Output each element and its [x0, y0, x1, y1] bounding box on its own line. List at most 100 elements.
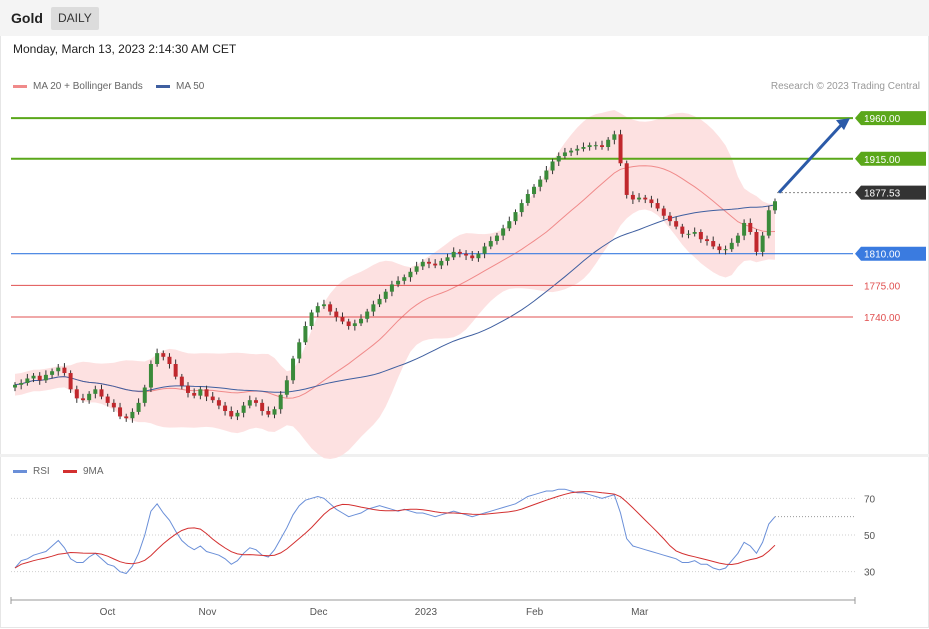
level-tag-bg	[855, 111, 926, 126]
candle-body	[544, 170, 549, 180]
candle-body	[74, 389, 79, 399]
level-tag-bg	[855, 246, 926, 261]
level-tag-label: 1877.53	[864, 189, 901, 200]
candle-body	[192, 392, 197, 396]
candle-body	[698, 232, 703, 240]
candle-body	[451, 251, 456, 258]
candle-body	[19, 382, 24, 385]
candle-body	[414, 266, 419, 272]
candle-body	[735, 235, 740, 243]
time-axis-label: 2023	[415, 607, 438, 618]
candle-body	[606, 139, 611, 148]
level-tag-label: 1810.00	[864, 250, 901, 261]
candle-body	[593, 145, 598, 147]
candle-body	[748, 222, 753, 232]
candle-body	[334, 311, 339, 317]
candle-body	[25, 378, 30, 383]
candle-body	[723, 249, 728, 251]
legend-rsi-ma: 9MA	[63, 466, 104, 477]
candle-body	[426, 261, 431, 264]
candle-body	[773, 201, 777, 211]
rsi-tick-label: 30	[864, 568, 876, 579]
candle-body	[13, 384, 17, 388]
time-axis-label: Nov	[199, 607, 217, 618]
candle-body	[68, 373, 73, 390]
candle-body	[105, 396, 110, 403]
candle-body	[630, 194, 635, 200]
candle-body	[43, 374, 48, 381]
candle-body	[754, 232, 759, 252]
candle-body	[445, 257, 450, 261]
candle-body	[247, 400, 252, 406]
candle-body	[464, 253, 469, 256]
candle-body	[482, 246, 487, 254]
rsi-ma-swatch-icon	[63, 470, 77, 473]
candle-body	[303, 326, 308, 343]
candle-body	[223, 405, 228, 412]
candle-body	[346, 321, 351, 327]
candle-body	[253, 400, 258, 403]
bollinger-band	[15, 110, 775, 459]
candle-body	[383, 291, 388, 299]
timeframe-badge[interactable]: DAILY	[51, 7, 99, 30]
ma20-swatch-icon	[13, 85, 27, 88]
candle-body	[538, 179, 543, 187]
ma50-line	[14, 204, 776, 393]
candle-body	[637, 197, 642, 200]
candle-body	[519, 203, 524, 213]
ma50-swatch-icon	[156, 85, 170, 88]
legend-ma50-label: MA 50	[176, 81, 205, 92]
level-tag-label: 1740.00	[864, 313, 901, 324]
candle-body	[402, 277, 407, 281]
candle-body	[680, 226, 685, 234]
candle-body	[309, 312, 314, 327]
candle-body	[87, 393, 92, 401]
candle-body	[80, 398, 85, 401]
credit-text: Research © 2023 Trading Central	[770, 81, 920, 92]
candle-body	[321, 304, 326, 307]
symbol-title: Gold	[11, 10, 43, 26]
candle-body	[711, 241, 716, 247]
candle-body	[575, 148, 580, 151]
time-axis-label: Mar	[631, 607, 649, 618]
candle-body	[56, 367, 61, 372]
candle-body	[643, 197, 648, 200]
candle-body	[661, 208, 666, 216]
candle-body	[210, 396, 215, 401]
candle-body	[550, 161, 555, 171]
rsi-tick-label: 70	[864, 494, 876, 505]
candle-body	[439, 260, 444, 266]
legend-ma50: MA 50	[156, 81, 204, 92]
candle-body	[62, 367, 67, 374]
level-tag-bg	[855, 185, 926, 200]
candle-body	[124, 416, 129, 419]
time-axis-label: Feb	[526, 607, 544, 618]
candle-body	[173, 364, 178, 377]
candle-body	[198, 389, 203, 396]
candle-body	[297, 342, 302, 359]
candle-body	[161, 353, 166, 357]
arrow-head-icon	[836, 118, 850, 131]
candle-body	[142, 387, 147, 403]
candle-body	[470, 255, 475, 259]
candle-body	[179, 376, 184, 386]
candle-body	[760, 235, 765, 252]
level-tag: 1915.00	[855, 151, 926, 166]
candle-body	[99, 389, 104, 397]
legend-rsi-label: RSI	[33, 466, 50, 477]
level-tag: 1810.00	[855, 246, 926, 261]
candle-body	[420, 261, 425, 267]
candle-body	[569, 150, 574, 153]
candle-body	[494, 235, 499, 242]
candle-body	[433, 263, 438, 266]
candle-body	[130, 411, 135, 419]
candle-body	[229, 411, 234, 417]
candle-body	[457, 251, 462, 254]
candle-body	[556, 156, 561, 162]
candle-body	[667, 215, 672, 222]
rsi-swatch-icon	[13, 470, 27, 473]
candle-body	[37, 375, 42, 381]
candle-body	[278, 394, 283, 410]
level-tag-label: 1915.00	[864, 155, 901, 166]
